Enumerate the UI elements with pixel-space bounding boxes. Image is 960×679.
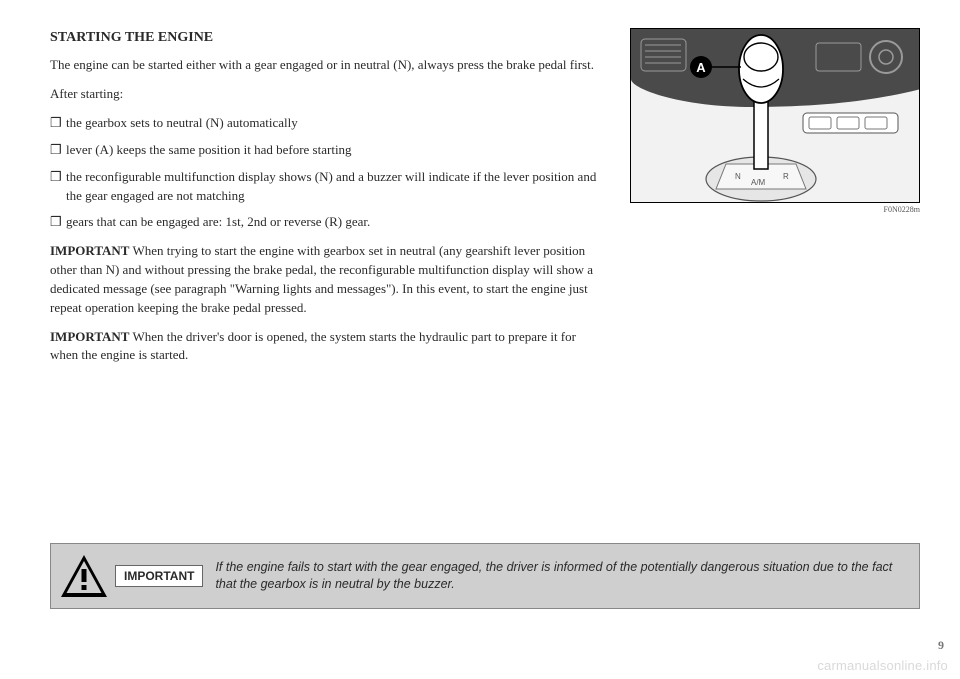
important-body: When the driver's door is opened, the sy… — [50, 329, 576, 363]
svg-text:R: R — [783, 172, 789, 181]
important-text: If the engine fails to start with the ge… — [211, 544, 919, 608]
intro-paragraph: The engine can be started either with a … — [50, 56, 602, 75]
list-item: the reconfigurable multifunction display… — [50, 168, 602, 206]
important-badge: IMPORTANT — [115, 565, 203, 587]
svg-text:N: N — [735, 172, 741, 181]
gear-lever-illustration: N A/M R A — [631, 29, 920, 203]
important-callout: IMPORTANT If the engine fails to start w… — [50, 543, 920, 609]
gear-lever-figure: N A/M R A — [630, 28, 920, 203]
important-lead: IMPORTANT — [50, 243, 129, 258]
list-item: gears that can be engaged are: 1st, 2nd … — [50, 213, 602, 232]
bullet-list: the gearbox sets to neutral (N) automati… — [50, 114, 602, 232]
watermark: carmanualsonline.info — [817, 658, 948, 673]
figure-caption: F0N0228m — [630, 205, 920, 214]
important-badge-wrap: IMPORTANT — [111, 544, 211, 608]
body-text: STARTING THE ENGINE The engine can be st… — [50, 28, 602, 375]
page-number: 9 — [938, 638, 944, 653]
figure-label-a: A — [696, 60, 706, 75]
important-note-1: IMPORTANT When trying to start the engin… — [50, 242, 602, 317]
list-item: the gearbox sets to neutral (N) automati… — [50, 114, 602, 133]
after-starting-label: After starting: — [50, 85, 602, 104]
figure-column: N A/M R A F0N0228m — [630, 28, 920, 375]
page-heading: STARTING THE ENGINE — [50, 28, 602, 48]
important-lead: IMPORTANT — [50, 329, 129, 344]
important-body: When trying to start the engine with gea… — [50, 243, 593, 315]
list-item: lever (A) keeps the same position it had… — [50, 141, 602, 160]
svg-text:A/M: A/M — [751, 178, 766, 187]
warning-triangle-icon — [51, 544, 111, 608]
important-note-2: IMPORTANT When the driver's door is open… — [50, 328, 602, 366]
